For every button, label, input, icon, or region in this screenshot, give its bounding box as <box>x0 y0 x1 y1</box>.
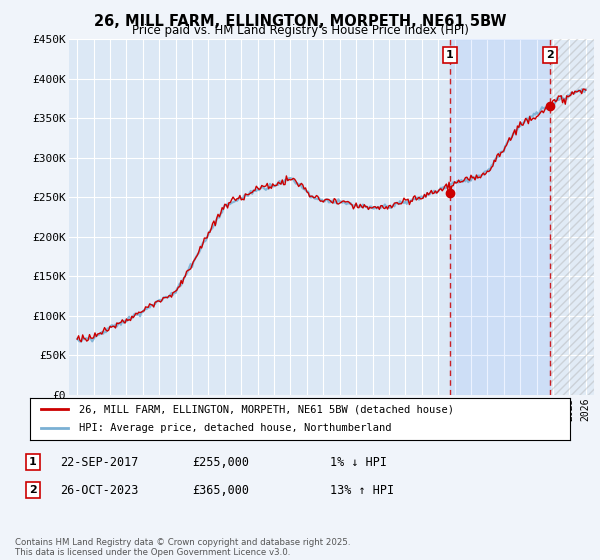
Text: 26, MILL FARM, ELLINGTON, MORPETH, NE61 5BW (detached house): 26, MILL FARM, ELLINGTON, MORPETH, NE61 … <box>79 404 454 414</box>
Text: Contains HM Land Registry data © Crown copyright and database right 2025.
This d: Contains HM Land Registry data © Crown c… <box>15 538 350 557</box>
Text: 2: 2 <box>546 50 554 60</box>
Text: £255,000: £255,000 <box>192 455 249 469</box>
Text: 2: 2 <box>29 485 37 495</box>
Text: HPI: Average price, detached house, Northumberland: HPI: Average price, detached house, Nort… <box>79 423 391 433</box>
Text: 26-OCT-2023: 26-OCT-2023 <box>60 483 139 497</box>
Bar <box>450 39 550 395</box>
Text: 22-SEP-2017: 22-SEP-2017 <box>60 455 139 469</box>
Text: 13% ↑ HPI: 13% ↑ HPI <box>330 483 394 497</box>
Text: 1: 1 <box>446 50 454 60</box>
Text: 1: 1 <box>29 457 37 467</box>
Text: 1% ↓ HPI: 1% ↓ HPI <box>330 455 387 469</box>
Bar <box>550 39 594 395</box>
Text: 26, MILL FARM, ELLINGTON, MORPETH, NE61 5BW: 26, MILL FARM, ELLINGTON, MORPETH, NE61 … <box>94 14 506 29</box>
Text: Price paid vs. HM Land Registry's House Price Index (HPI): Price paid vs. HM Land Registry's House … <box>131 24 469 37</box>
Bar <box>550 39 594 395</box>
Text: £365,000: £365,000 <box>192 483 249 497</box>
